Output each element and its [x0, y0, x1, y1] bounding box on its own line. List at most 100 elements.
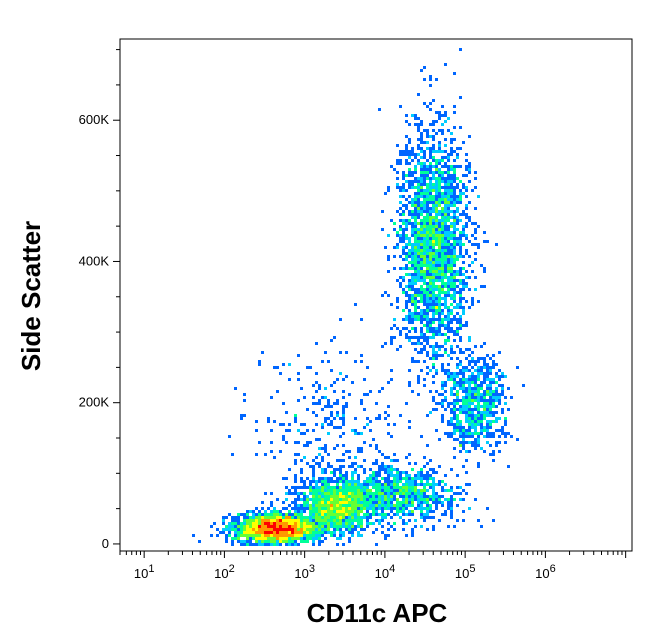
density-cell [366, 525, 369, 528]
density-cell [390, 327, 393, 330]
density-cell [378, 390, 381, 393]
density-cell [300, 528, 303, 531]
density-cell [417, 312, 420, 315]
density-cell [387, 255, 390, 258]
density-cell [309, 531, 312, 534]
density-cell [426, 159, 429, 162]
density-cell [453, 150, 456, 153]
density-cell [327, 501, 330, 504]
density-cell [405, 303, 408, 306]
density-cell [462, 243, 465, 246]
density-cell [318, 447, 321, 450]
density-cell [414, 489, 417, 492]
density-cell [420, 174, 423, 177]
density-cell [456, 366, 459, 369]
density-cell [447, 423, 450, 426]
density-cell [354, 417, 357, 420]
density-cell [330, 339, 333, 342]
density-cell [423, 291, 426, 294]
density-cell [420, 186, 423, 189]
density-cell [321, 528, 324, 531]
density-cell [321, 480, 324, 483]
density-cell [339, 501, 342, 504]
density-cell [453, 426, 456, 429]
density-cell [393, 453, 396, 456]
density-cell [309, 492, 312, 495]
density-cell [462, 279, 465, 282]
density-cell [426, 240, 429, 243]
density-cell [438, 300, 441, 303]
density-cell [426, 516, 429, 519]
density-cell [237, 519, 240, 522]
density-cell [504, 423, 507, 426]
density-cell [234, 534, 237, 537]
density-cell [279, 528, 282, 531]
density-cell [486, 369, 489, 372]
density-cell [408, 489, 411, 492]
density-cell [360, 501, 363, 504]
density-cell [459, 441, 462, 444]
density-cell [420, 285, 423, 288]
density-cell [342, 408, 345, 411]
density-cell [258, 516, 261, 519]
density-cell [447, 378, 450, 381]
density-cell [243, 393, 246, 396]
density-cell [444, 63, 447, 66]
density-cell [408, 168, 411, 171]
density-cell [267, 531, 270, 534]
density-cell [408, 240, 411, 243]
density-cell [423, 474, 426, 477]
density-cell [417, 240, 420, 243]
density-cell [411, 483, 414, 486]
density-cell [414, 306, 417, 309]
density-cell [450, 435, 453, 438]
density-cell [456, 390, 459, 393]
density-cell [429, 102, 432, 105]
density-cell [429, 336, 432, 339]
density-cell [432, 261, 435, 264]
density-cell [489, 369, 492, 372]
density-cell [330, 465, 333, 468]
density-cell [447, 354, 450, 357]
density-cell [414, 207, 417, 210]
density-cell [501, 426, 504, 429]
density-cell [324, 495, 327, 498]
density-cell [456, 330, 459, 333]
density-cell [294, 480, 297, 483]
density-cell [402, 213, 405, 216]
density-cell [465, 435, 468, 438]
density-cell [438, 201, 441, 204]
density-cell [459, 429, 462, 432]
density-cell [465, 270, 468, 273]
density-cell [432, 486, 435, 489]
density-cell [249, 510, 252, 513]
density-cell [339, 519, 342, 522]
density-cell [420, 327, 423, 330]
density-cell [450, 255, 453, 258]
density-cell [327, 528, 330, 531]
density-cell [450, 375, 453, 378]
density-cell [450, 309, 453, 312]
density-cell [423, 279, 426, 282]
density-cell [315, 423, 318, 426]
density-cell [432, 135, 435, 138]
density-cell [486, 372, 489, 375]
density-cell [414, 300, 417, 303]
density-cell [387, 186, 390, 189]
density-cell [444, 303, 447, 306]
density-cell [414, 264, 417, 267]
density-cell [303, 456, 306, 459]
density-cell [330, 489, 333, 492]
density-cell [288, 525, 291, 528]
density-cell [435, 330, 438, 333]
density-cell [447, 504, 450, 507]
density-cell [375, 474, 378, 477]
density-cell [291, 543, 294, 546]
density-cell [456, 201, 459, 204]
density-cell [480, 264, 483, 267]
density-cell [351, 510, 354, 513]
density-cell [444, 306, 447, 309]
density-cell [429, 279, 432, 282]
density-cell [456, 492, 459, 495]
density-cell [345, 351, 348, 354]
